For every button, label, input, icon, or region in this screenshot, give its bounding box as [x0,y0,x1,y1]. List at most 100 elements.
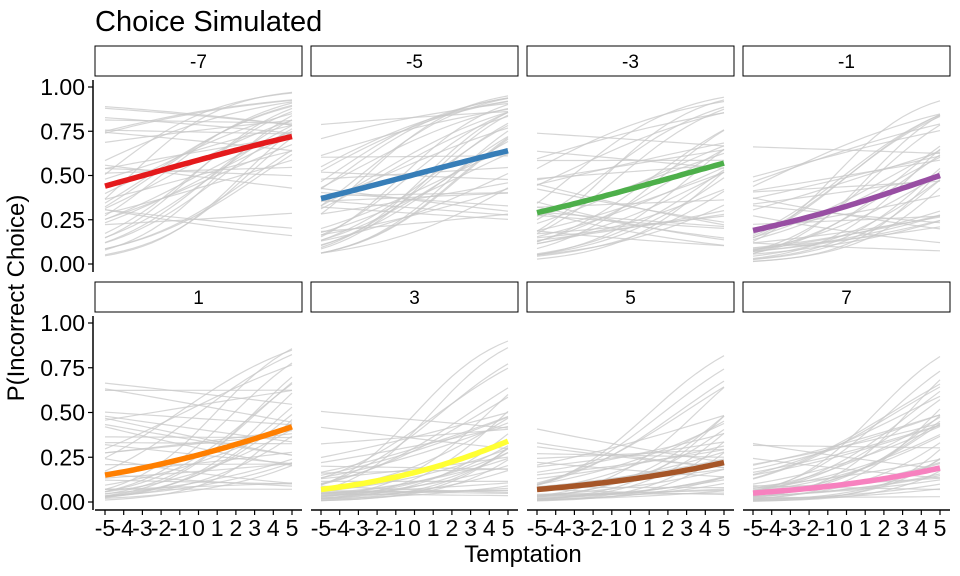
simulated-curve [536,446,725,469]
simulated-curve [536,149,725,181]
simulated-curve [752,442,941,470]
simulated-curve [104,101,293,162]
simulated-curve [536,166,725,238]
facet-strip-label: -5 [406,52,423,73]
x-tick-label: -2 [799,515,819,541]
x-tick-label: 5 [718,515,731,541]
simulated-curve [320,410,509,429]
simulated-curve [752,444,941,449]
simulated-curve [536,211,725,228]
simulated-curve [104,406,293,498]
x-tick-label: 4 [267,515,280,541]
simulated-curve [536,386,725,497]
simulated-curve [104,465,293,499]
simulated-curve [320,412,509,459]
simulated-curve [104,128,293,244]
simulated-curve [536,206,725,239]
simulated-curve [104,102,293,217]
simulated-curve [104,144,293,220]
facet-strip [742,45,951,77]
x-tick-label: 4 [915,515,928,541]
simulated-curve [320,187,509,254]
facet-strip [742,281,951,313]
simulated-curve [536,445,725,480]
simulated-curve [104,426,293,467]
simulated-curve [320,110,509,126]
simulated-curve [104,417,293,456]
simulated-curve [320,97,509,190]
simulated-curve [536,106,725,221]
x-tick-label: 3 [248,515,261,541]
simulated-curve [752,124,941,252]
y-tick-label: 0.50 [40,400,85,426]
simulated-curve [752,167,941,260]
simulated-curve [752,370,941,492]
facet-strip [526,281,735,313]
simulated-curve [104,212,293,226]
x-tick-label: 2 [878,515,891,541]
facet-strip-label: 1 [193,288,204,309]
simulated-curve [752,435,941,493]
x-tick-label: -4 [113,515,134,541]
y-tick-label: 0.75 [40,118,85,144]
x-axis-label: Temptation [464,541,581,568]
x-tick-label: 5 [286,515,299,541]
facet-strip [94,45,303,77]
simulated-curve [104,107,293,239]
facet-strip-label: 5 [625,288,636,309]
x-tick-label: 0 [624,515,637,541]
simulated-curve [320,100,509,168]
simulated-curve [536,171,725,245]
fitted-curve [752,172,941,234]
simulated-curve [536,468,725,496]
simulated-curve [320,114,509,250]
fitted-curve [320,148,509,202]
simulated-curve [105,442,292,445]
x-tick-label: -2 [583,515,603,541]
simulated-curve [104,382,293,495]
fitted-curve [104,133,293,189]
x-tick-label: -4 [329,515,350,541]
simulated-curve [104,428,293,493]
facet-strip-label: 3 [409,288,420,309]
simulated-curve [536,177,725,256]
simulated-curve [104,388,293,423]
simulated-curve [104,130,293,257]
facet-panels: -70.000.250.500.751.00-5 -3 -11-5-4-3-2-1 0… [40,45,951,541]
simulated-curve [752,179,941,257]
simulated-curve [752,123,941,183]
facet-strip [94,281,303,313]
simulated-curve [104,105,293,204]
x-tick-label: 2 [446,515,459,541]
simulated-curve [536,386,725,484]
simulated-curve [752,130,941,178]
simulated-curve [752,414,941,466]
simulated-curve [536,96,725,204]
simulated-curve [104,458,293,484]
simulated-curve [536,214,725,229]
x-tick-label: -5 [95,515,115,541]
simulated-curve [320,138,509,254]
simulated-curve [104,99,293,134]
simulated-curve [104,99,293,132]
simulated-curve [104,129,293,135]
x-tick-label: -1 [170,515,190,541]
x-tick-label: 2 [230,515,243,541]
simulated-curve [320,100,509,172]
x-tick-label: 1 [427,515,440,541]
simulated-curve [752,148,941,260]
y-tick-label: 0.75 [40,355,85,381]
y-tick-label: 0.25 [40,444,85,470]
x-tick-label: -2 [367,515,387,541]
y-tick-label: 0.50 [40,163,85,189]
x-tick-label: 5 [502,515,515,541]
simulated-curve [752,151,941,211]
simulated-curve [320,425,509,464]
x-tick-label: 0 [840,515,853,541]
simulated-curve [104,349,293,459]
simulated-curve [320,97,509,207]
simulated-curve [536,422,725,486]
y-tick-label: 1.00 [40,310,85,336]
x-tick-label: 3 [680,515,693,541]
